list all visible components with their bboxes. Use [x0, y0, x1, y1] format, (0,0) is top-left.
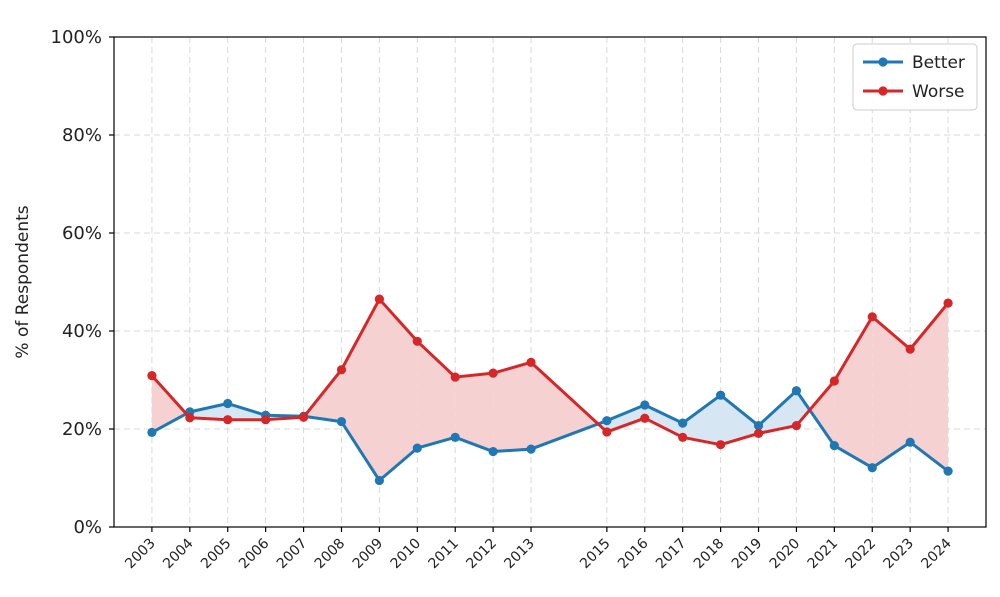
data-point-better-2020 [791, 386, 802, 396]
legend-label-better: Better [912, 53, 965, 73]
x-tick-label: 2013 [501, 536, 538, 573]
data-point-better-2018 [716, 390, 726, 400]
fill-worse-area [910, 303, 949, 472]
legend-marker-worse [878, 86, 888, 96]
x-tick-label: 2010 [388, 536, 425, 573]
data-point-better-2017 [678, 418, 688, 428]
fill-worse-area [379, 299, 418, 481]
data-point-worse-2010 [412, 336, 422, 346]
x-tick-label: 2023 [880, 536, 917, 573]
data-point-worse-2024 [943, 298, 953, 308]
data-point-worse-2012 [488, 368, 498, 378]
x-tick-label: 2011 [426, 536, 463, 573]
y-tick-label: 0% [73, 517, 102, 538]
data-point-worse-2015 [602, 427, 612, 437]
y-tick-label: 80% [62, 125, 102, 146]
y-tick-label: 40% [62, 321, 102, 342]
data-point-better-2008 [336, 417, 347, 427]
data-point-worse-2023 [905, 344, 915, 354]
y-tick-label: 60% [62, 223, 102, 244]
data-point-worse-2013 [526, 357, 536, 367]
x-tick-label: 2017 [653, 536, 690, 573]
x-tick-label: 2009 [350, 536, 387, 573]
y-tick-label: 20% [62, 419, 102, 440]
x-tick-label: 2024 [918, 535, 955, 572]
fill-between-areas [151, 299, 949, 481]
data-point-better-2021 [829, 441, 839, 451]
data-point-worse-2009 [374, 294, 384, 304]
data-point-worse-2007 [298, 412, 309, 422]
fill-worse-area [493, 362, 532, 452]
legend-marker-better [878, 57, 888, 67]
fill-worse-area [834, 316, 873, 468]
data-point-worse-2005 [223, 415, 233, 425]
x-tick-label: 2019 [729, 536, 766, 573]
data-point-worse-2008 [336, 365, 347, 375]
x-tick-label: 2007 [274, 536, 311, 573]
plot-frame [113, 36, 987, 528]
data-point-better-2003 [147, 427, 157, 438]
series-lines [147, 294, 953, 486]
x-tick-label: 2015 [577, 536, 614, 573]
data-point-worse-2011 [450, 372, 460, 382]
legend: Better Worse [852, 43, 978, 111]
x-tick-label: 2008 [312, 536, 349, 573]
fill-better-area [720, 395, 759, 445]
fill-worse-area [455, 373, 494, 452]
fill-worse-area [809, 380, 835, 446]
x-tick-label: 2005 [198, 536, 235, 573]
data-point-better-2016 [640, 400, 650, 410]
x-tick-label: 2003 [122, 536, 159, 573]
data-point-better-2024 [943, 466, 953, 476]
fill-better-area [796, 390, 810, 426]
data-point-worse-2021 [829, 376, 839, 386]
x-tick-label: 2006 [236, 535, 273, 572]
x-tick-label: 2004 [160, 535, 197, 572]
data-point-worse-2017 [678, 432, 688, 442]
data-point-better-2019 [753, 420, 764, 431]
data-point-better-2013 [526, 444, 536, 454]
data-point-better-2012 [488, 446, 498, 457]
legend-label-worse: Worse [912, 82, 965, 102]
data-point-better-2005 [223, 398, 233, 409]
data-point-better-2023 [905, 437, 915, 447]
data-point-worse-2003 [147, 370, 157, 381]
fill-better-area [644, 404, 683, 438]
x-tick-label: 2020 [767, 536, 804, 573]
data-point-worse-2022 [867, 312, 877, 322]
data-point-worse-2018 [716, 440, 726, 450]
fill-worse-area [872, 316, 911, 468]
fill-better-area [189, 403, 228, 420]
fill-better-area [682, 395, 721, 445]
data-point-worse-2004 [185, 413, 195, 423]
fill-worse-area [531, 362, 599, 450]
x-tick-label: 2018 [691, 536, 728, 573]
data-point-worse-2016 [640, 413, 650, 423]
x-tick-label: 2022 [843, 536, 880, 573]
y-tick-label: 100% [51, 27, 102, 48]
fill-worse-area [417, 341, 456, 449]
data-point-better-2011 [450, 432, 460, 442]
fill-better-area [606, 404, 645, 432]
data-point-worse-2020 [791, 420, 802, 431]
x-tick-label: 2021 [805, 536, 842, 573]
x-tick-label: 2016 [615, 535, 652, 572]
y-axis-label: % of Respondents [13, 205, 33, 358]
data-point-better-2015 [602, 416, 612, 426]
data-point-worse-2006 [261, 415, 271, 425]
axes: 0%20%40%60%80%100%2003 2004 2005 2006 2007 20… [13, 27, 987, 573]
data-point-better-2010 [412, 443, 422, 453]
data-point-worse-2019 [753, 428, 764, 439]
x-tick-label: 2012 [463, 536, 500, 573]
data-point-better-2009 [374, 475, 384, 486]
data-point-better-2022 [867, 463, 877, 473]
